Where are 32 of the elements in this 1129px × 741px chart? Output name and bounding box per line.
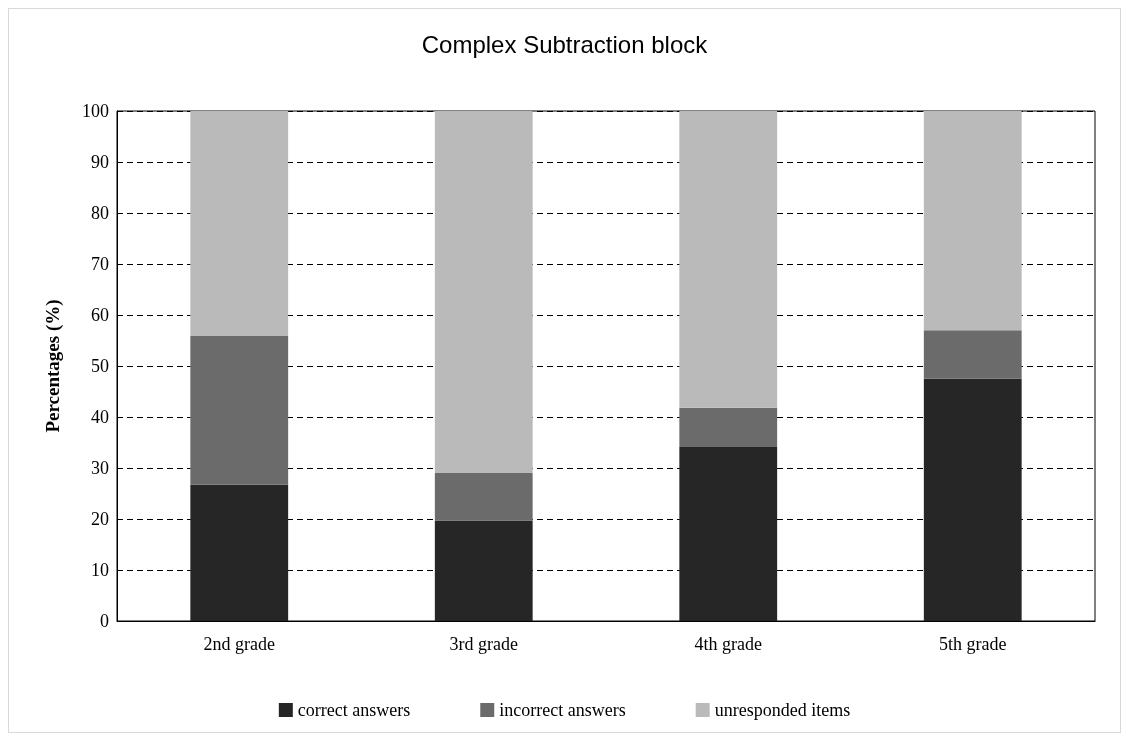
bar xyxy=(923,330,1022,379)
y-tick-label: 50 xyxy=(91,356,109,376)
x-tick-label: 4th grade xyxy=(694,634,762,654)
bar xyxy=(923,378,1022,621)
legend-label: incorrect answers xyxy=(499,700,626,720)
x-tick-label: 2nd grade xyxy=(203,634,275,654)
bar xyxy=(190,111,289,336)
bar xyxy=(190,335,289,485)
y-tick-label: 40 xyxy=(91,407,109,427)
bar xyxy=(923,111,1022,331)
bar xyxy=(679,447,778,621)
y-tick-label: 100 xyxy=(82,101,109,121)
y-tick-label: 20 xyxy=(91,509,109,529)
chart-title: Complex Subtraction block xyxy=(421,30,709,58)
bar xyxy=(434,111,533,474)
y-axis-title: Percentages (%) xyxy=(42,299,64,433)
bar xyxy=(679,111,778,408)
y-tick-label: 30 xyxy=(91,458,109,478)
bar xyxy=(190,484,289,621)
bar xyxy=(679,407,778,448)
legend-label: unresponded items xyxy=(714,700,851,720)
bar xyxy=(434,520,533,621)
y-tick-label: 80 xyxy=(91,203,109,223)
y-tick-label: 70 xyxy=(91,254,109,274)
legend-label: correct answers xyxy=(297,700,411,720)
x-tick-label: 3rd grade xyxy=(449,634,518,654)
x-tick-label: 5th grade xyxy=(939,634,1007,654)
y-tick-label: 0 xyxy=(100,611,109,631)
y-tick-label: 10 xyxy=(91,560,109,580)
y-tick-label: 60 xyxy=(91,305,109,325)
bar xyxy=(434,473,533,521)
y-tick-label: 90 xyxy=(91,152,109,172)
